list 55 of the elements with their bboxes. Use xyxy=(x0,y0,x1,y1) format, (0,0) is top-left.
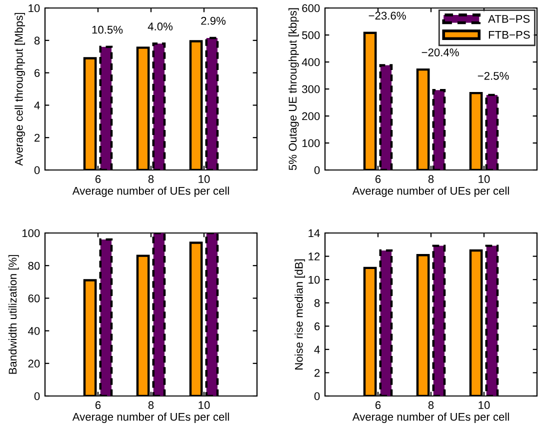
annotation: 10.5% xyxy=(92,26,123,34)
y-tick-label: 600 xyxy=(302,4,320,12)
annotation: −20.4% xyxy=(422,48,459,56)
annotation: −2.5% xyxy=(478,72,509,80)
y-tick-label: 2 xyxy=(34,134,40,142)
legend-label: FTB−PS xyxy=(488,30,530,39)
y-tick-label: 2 xyxy=(314,368,320,377)
x-tick-label: 10 xyxy=(198,175,210,184)
x-axis-title: Average number of UEs per cell xyxy=(352,186,509,197)
y-tick-label: 20 xyxy=(28,360,40,368)
y-tick-label: 12 xyxy=(308,252,320,260)
y-tick-label: 6 xyxy=(314,322,320,330)
y-axis-title: Average cell throughput [Mbps] xyxy=(14,12,26,166)
y-tick-label: 14 xyxy=(308,229,320,238)
y-tick-label: 10 xyxy=(28,4,40,12)
y-tick-label: 6 xyxy=(34,69,40,77)
annotation: 2.9% xyxy=(201,16,226,25)
x-tick-label: 6 xyxy=(95,401,101,410)
y-tick-label: 40 xyxy=(28,327,40,335)
legend-label: ATB−PS xyxy=(488,14,530,23)
annotation: 4.0% xyxy=(148,22,173,30)
x-axis-title: Average number of UEs per cell xyxy=(72,186,229,197)
y-tick-label: 0 xyxy=(314,166,320,174)
y-tick-label: 500 xyxy=(302,31,320,40)
y-tick-label: 200 xyxy=(302,112,320,120)
x-tick-label: 10 xyxy=(478,401,490,410)
x-tick-label: 8 xyxy=(428,401,434,410)
y-tick-label: 0 xyxy=(34,166,40,174)
x-tick-label: 10 xyxy=(198,401,210,410)
x-tick-label: 10 xyxy=(478,175,490,184)
x-axis-title: Average number of UEs per cell xyxy=(72,412,229,423)
y-tick-label: 10 xyxy=(308,276,320,284)
y-tick-label: 100 xyxy=(22,229,40,238)
x-tick-label: 8 xyxy=(148,401,154,410)
annotation: −23.6% xyxy=(368,12,406,20)
y-tick-label: 60 xyxy=(28,294,40,302)
x-tick-label: 6 xyxy=(375,401,381,410)
y-tick-label: 300 xyxy=(302,85,320,94)
y-axis-title: Noise rise median [dB] xyxy=(294,259,306,370)
y-tick-label: 4 xyxy=(314,346,320,354)
y-tick-label: 0 xyxy=(34,392,40,400)
y-tick-label: 8 xyxy=(34,36,40,45)
x-axis-title: Average number of UEs per cell xyxy=(352,412,509,423)
x-tick-label: 6 xyxy=(375,175,381,184)
y-tick-label: 400 xyxy=(302,58,320,66)
x-tick-label: 8 xyxy=(428,175,434,184)
y-tick-label: 100 xyxy=(302,139,320,148)
y-tick-label: 4 xyxy=(34,102,40,110)
y-axis-title: Bandwidth utilization [%] xyxy=(8,255,19,374)
y-tick-label: 80 xyxy=(28,262,40,270)
y-tick-label: 0 xyxy=(314,392,320,400)
y-axis-title: 5% Outage UE throughput [kbps] xyxy=(288,8,299,170)
y-tick-label: 8 xyxy=(314,299,320,307)
x-tick-label: 8 xyxy=(148,175,154,184)
x-tick-label: 6 xyxy=(95,175,101,184)
